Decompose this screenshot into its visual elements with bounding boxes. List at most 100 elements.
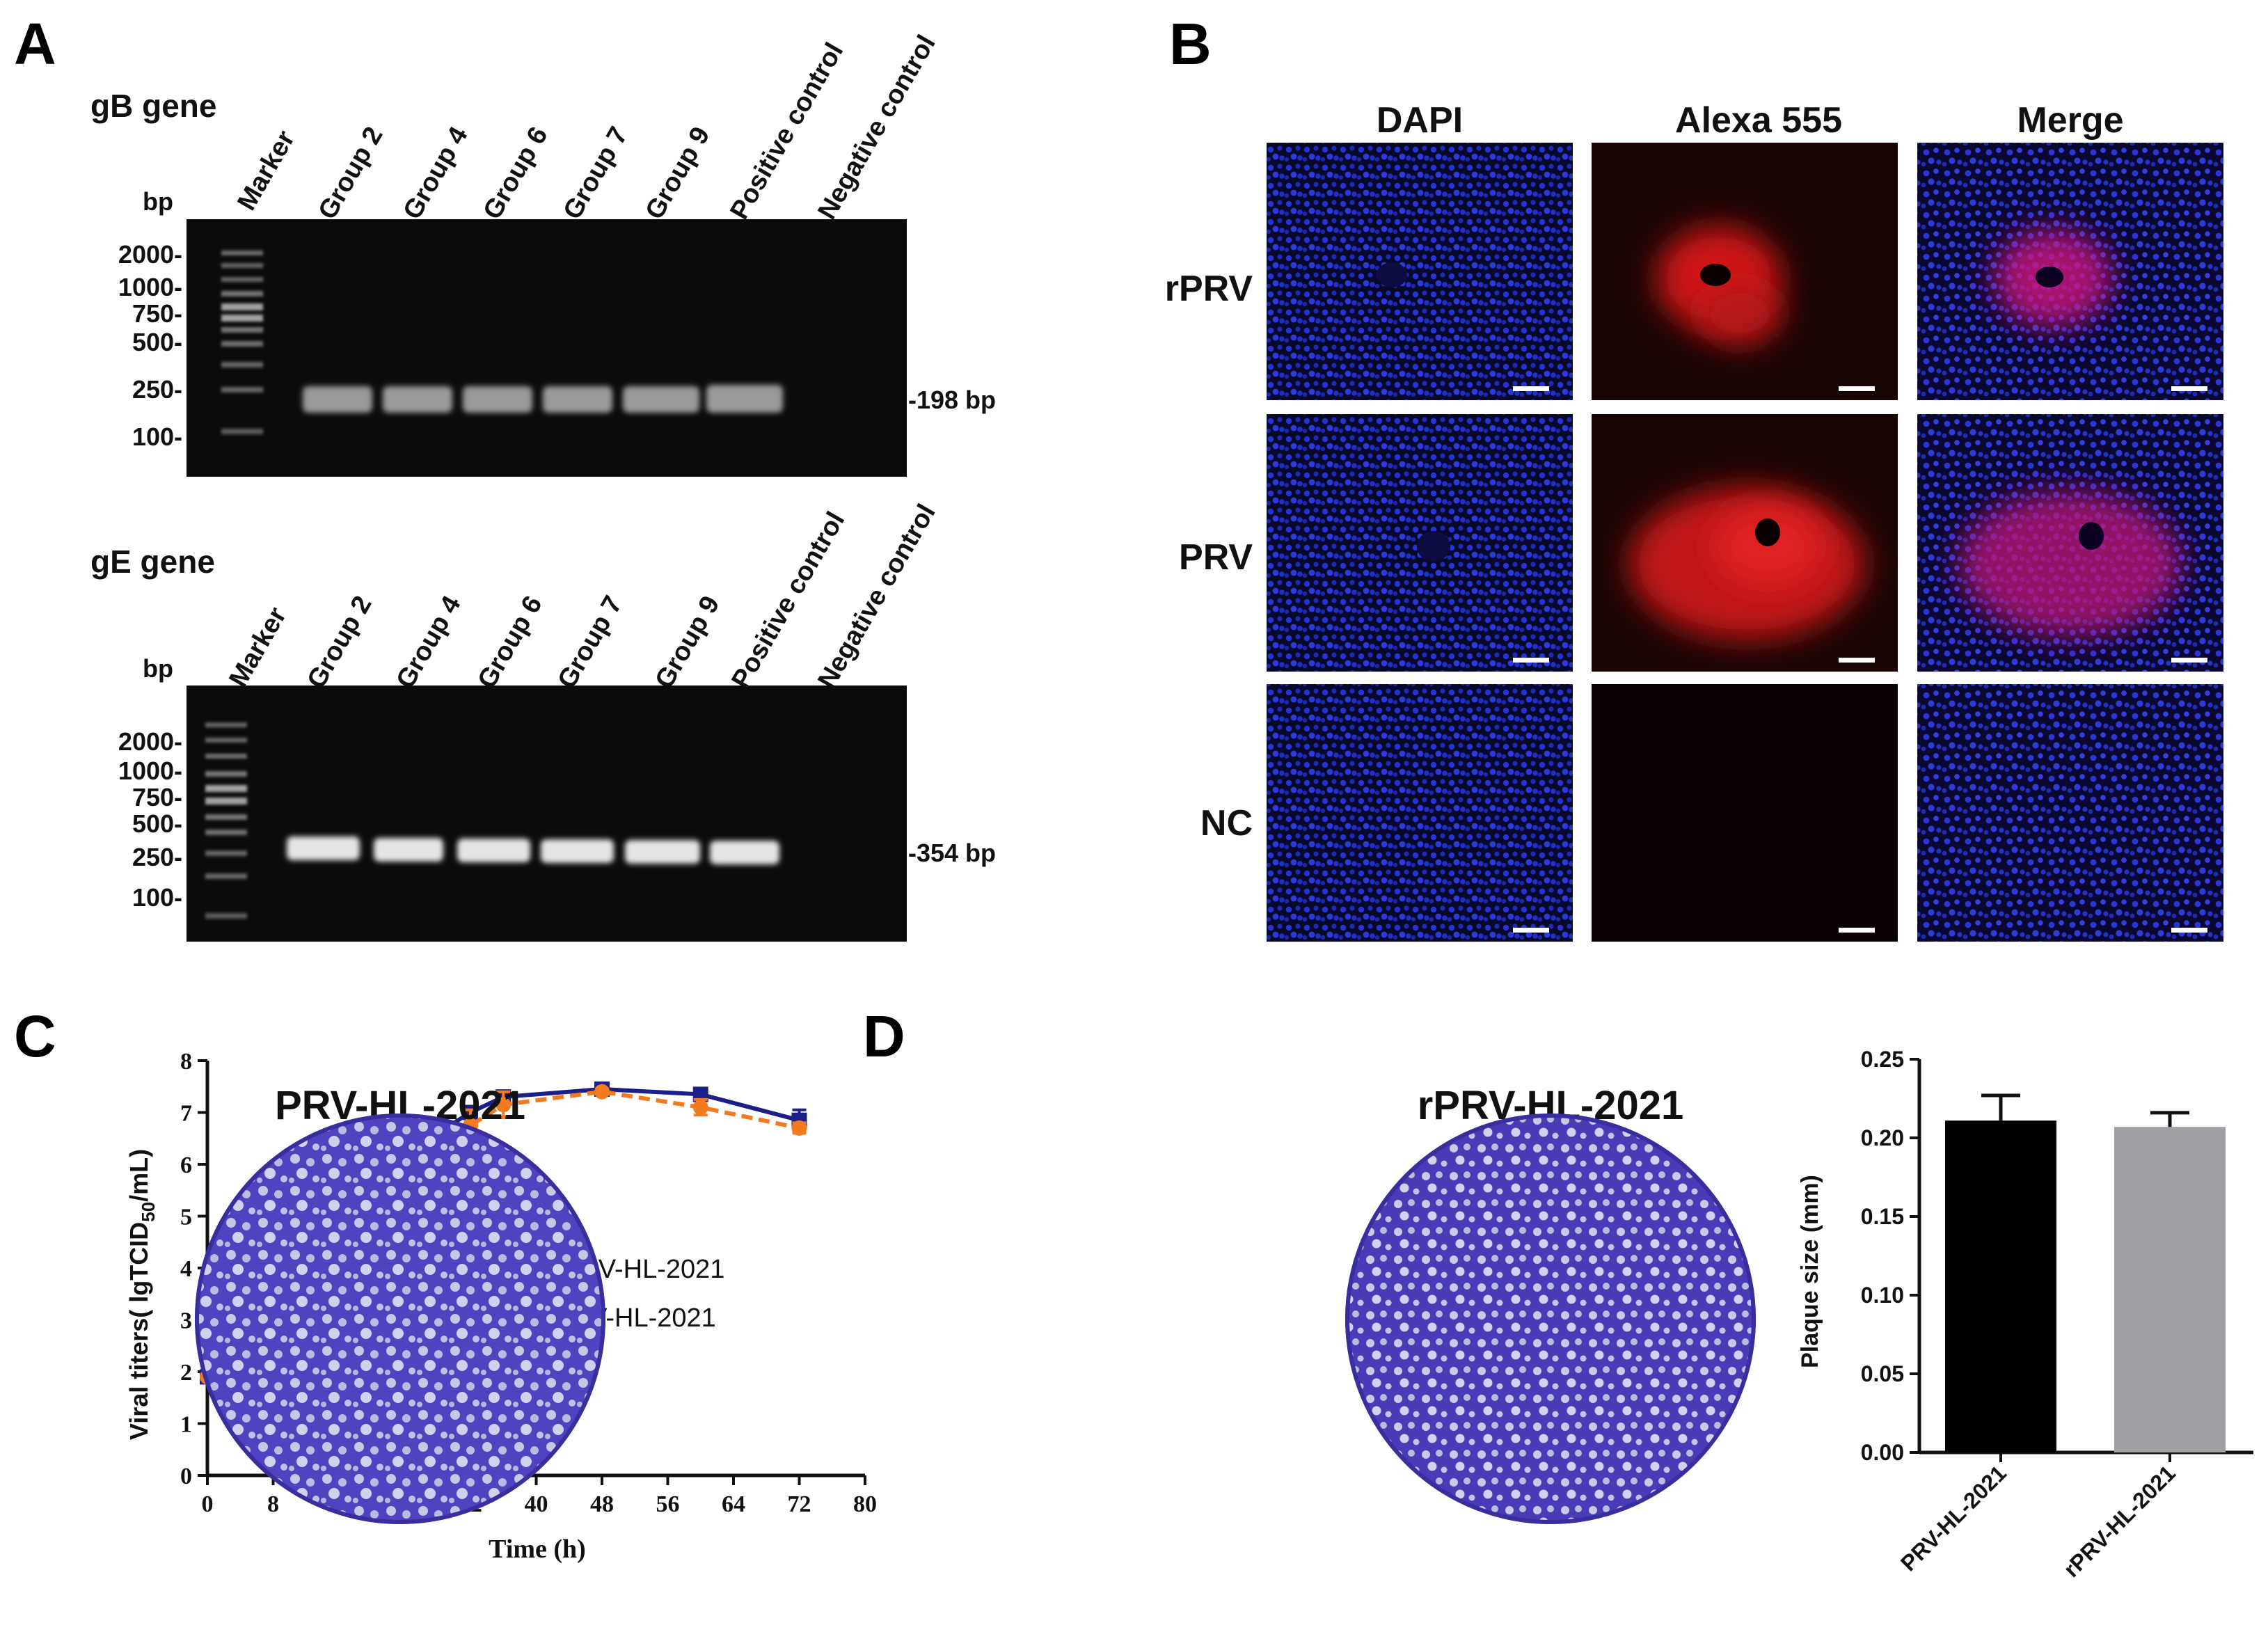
data-point xyxy=(692,1100,708,1116)
micrograph-rprv-alexa xyxy=(1592,143,1898,400)
gel-gb-size-1000: 1000- xyxy=(118,273,182,301)
gel-ge-image xyxy=(187,686,907,942)
gel-ge-size-100: 100- xyxy=(132,883,182,912)
gel-ge-lane-group-2: Group 2 xyxy=(301,591,377,693)
gel-ge-size-750: 750- xyxy=(132,783,182,811)
chart-c-xtick-label: 8 xyxy=(267,1491,279,1517)
gel-ge-band-group-4 xyxy=(374,838,443,862)
chart-d-ytick-label: 0.00 xyxy=(1861,1440,1904,1465)
chart-c-ytick-label: 0 xyxy=(180,1464,192,1489)
gel-gb-lane-group-9: Group 9 xyxy=(640,122,715,224)
chart-c-xtick-label: 0 xyxy=(202,1491,214,1517)
gel-ge-lane-marker: Marker xyxy=(223,602,292,692)
gel-gb-bands xyxy=(303,385,783,413)
panel-b: DAPI Alexa 555 Merge rPRV PRV NC xyxy=(1165,100,2223,942)
plate-prv xyxy=(195,1114,605,1524)
gel-gb-lane-group-6: Group 6 xyxy=(477,122,553,224)
gel-ge-lane-group-4: Group 4 xyxy=(390,591,466,693)
gel-ge-lane-group-6: Group 6 xyxy=(472,591,548,693)
gel-ge-band-group-9 xyxy=(625,840,700,864)
col-head-merge: Merge xyxy=(2017,100,2123,141)
gel-ge-size-500: 500- xyxy=(132,809,182,838)
micrograph-prv-merge xyxy=(1917,414,2223,672)
col-head-alexa: Alexa 555 xyxy=(1675,100,1842,141)
gel-ge-band-group-7 xyxy=(541,839,614,863)
chart-d-ytick-label: 0.05 xyxy=(1861,1361,1904,1386)
gel-gb-band-group-2 xyxy=(303,386,372,413)
bar-prv-hl-2021 xyxy=(1945,1120,2056,1452)
gel-gb-band-group-4 xyxy=(383,386,452,413)
gel-gb-band-group-6 xyxy=(463,386,532,413)
chart-d-xtick-label: PRV-HL-2021 xyxy=(1896,1460,2011,1576)
panel-d: PRV-HL-2021 rPRV-HL-2021 xyxy=(195,1083,1756,1524)
chart-d-ytick-label: 0.15 xyxy=(1861,1204,1904,1229)
gel-gb-image xyxy=(187,219,907,477)
col-head-dapi: DAPI xyxy=(1377,100,1463,141)
bar-rprv-hl-2021 xyxy=(2114,1127,2226,1452)
gel-gb-size-2000: 2000- xyxy=(118,240,182,269)
gel-gb-size-100: 100- xyxy=(132,422,182,451)
row-head-nc: NC xyxy=(1200,803,1253,843)
plate-rprv xyxy=(1345,1114,1756,1524)
gel-gb-lane-group-2: Group 2 xyxy=(312,122,388,224)
row-head-prv: PRV xyxy=(1179,537,1253,578)
chart-d-ytick-label: 0.20 xyxy=(1861,1125,1904,1150)
chart-d-ytick-label: 0.25 xyxy=(1861,1047,1904,1072)
chart-c-ytick-label: 5 xyxy=(180,1205,192,1230)
gel-ge-lane-group-9: Group 9 xyxy=(649,591,725,693)
gel-gb-band-group-9 xyxy=(623,386,699,413)
micrograph-prv-dapi xyxy=(1267,414,1573,672)
gel-ge-ladder xyxy=(205,722,247,919)
gel-ge-title: gE gene xyxy=(90,544,215,580)
chart-c-ylabel: Viral titers( lgTCID50/mL) xyxy=(125,1149,159,1440)
data-point xyxy=(594,1084,610,1100)
gel-ge-band-group-2 xyxy=(287,837,360,860)
micrograph-rprv-merge xyxy=(1917,143,2223,400)
chart-c-ytick-label: 4 xyxy=(180,1256,192,1282)
chart-c-ytick-label: 1 xyxy=(180,1412,192,1438)
chart-c-xtick-label: 56 xyxy=(656,1491,680,1517)
gel-ge-bands xyxy=(287,837,779,864)
chart-d-ytick-label: 0.10 xyxy=(1861,1283,1904,1308)
gel-gb: gB gene bp xyxy=(90,31,996,477)
chart-c-ylabel-tail: /mL) xyxy=(125,1149,153,1202)
gel-ge-band-group-6 xyxy=(457,839,530,862)
chart-c-ytick-label: 7 xyxy=(180,1101,192,1127)
gel-ge-size-2000: 2000- xyxy=(118,727,182,756)
micrograph-nc-alexa xyxy=(1592,684,1898,942)
micrograph-prv-alexa xyxy=(1592,414,1898,672)
chart-c-xtick-label: 72 xyxy=(788,1491,811,1517)
micrograph-nc-merge xyxy=(1917,684,2223,942)
chart-c-ytick-label: 2 xyxy=(180,1360,192,1386)
gel-gb-band-group-7 xyxy=(543,386,612,413)
chart-c-ytick-label: 6 xyxy=(180,1152,192,1178)
panel-a: gB gene bp xyxy=(90,31,996,942)
gel-gb-lane-marker: Marker xyxy=(232,125,301,215)
gel-gb-size-750: 750- xyxy=(132,299,182,328)
gel-ge-lane-group-7: Group 7 xyxy=(552,591,628,693)
gel-gb-lane-group-4: Group 4 xyxy=(397,122,473,224)
chart-d-bars: PRV-HL-2021 rPRV-HL-2021 xyxy=(1896,1093,2226,1582)
gel-gb-lane-group-7: Group 7 xyxy=(557,122,633,224)
gel-ge-band-label: -354 bp xyxy=(908,839,996,867)
panel-letter-a: A xyxy=(14,11,56,77)
panel-letter-b: B xyxy=(1169,11,1212,77)
gel-ge-size-250: 250- xyxy=(132,843,182,871)
row-head-rprv: rPRV xyxy=(1165,269,1253,309)
chart-d-xtick-label: rPRV-HL-2021 xyxy=(2059,1460,2180,1582)
data-point xyxy=(791,1120,807,1136)
gel-gb-title: gB gene xyxy=(90,88,216,124)
gel-gb-bp-label: bp xyxy=(143,187,173,216)
gel-gb-band-label: -198 bp xyxy=(908,386,996,414)
chart-c-xtick-label: 80 xyxy=(853,1491,877,1517)
chart-c-xtick-label: 40 xyxy=(525,1491,548,1517)
chart-c-ylabel-sub: 50 xyxy=(138,1202,159,1222)
gel-gb-size-500: 500- xyxy=(132,328,182,356)
micrograph-rprv-dapi xyxy=(1267,143,1573,400)
gel-ge-band-positive xyxy=(710,841,779,864)
chart-plaque-size: 0.00 0.05 0.10 0.15 0.20 0.25 PRV-HL-2021 rPRV… xyxy=(1797,1047,2253,1582)
gel-ge-size-1000: 1000- xyxy=(118,756,182,785)
gel-gb-band-positive xyxy=(706,385,783,413)
gel-gb-size-250: 250- xyxy=(132,375,182,404)
